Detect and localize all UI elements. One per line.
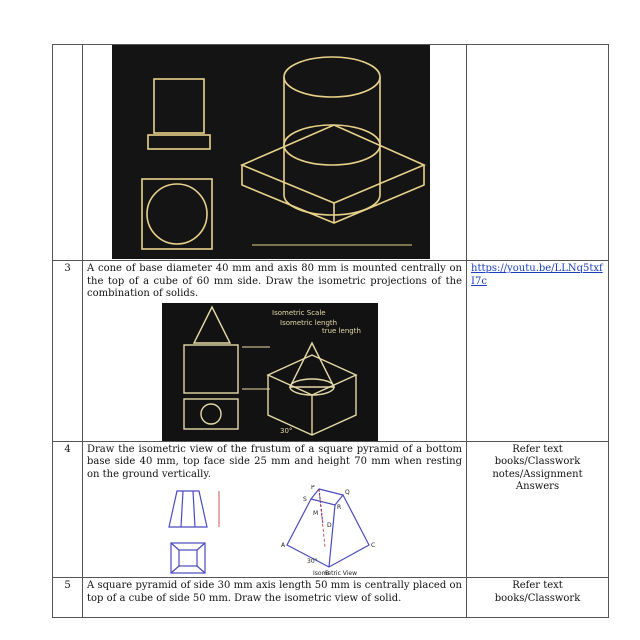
figure-label: C: [371, 542, 375, 549]
table-row: 5 A square pyramid of side 30 mm axis le…: [52, 577, 609, 618]
table-row: 4 Draw the isometric view of the frustum…: [52, 440, 609, 578]
blackboard-photo-cylinder-on-square-prism: [112, 45, 430, 259]
reference-cell: Refer text books/Classwork notes/Assignm…: [466, 440, 609, 578]
blackboard-photo-cone-on-cube: Isometric Scale Isometric length true le…: [162, 302, 378, 441]
figure-label: Isometric length: [280, 319, 337, 327]
figure-label: Q: [345, 489, 350, 496]
figure-label: S: [303, 496, 307, 503]
row-number: 3: [52, 260, 83, 442]
question-cell: Draw the isometric view of the frustum o…: [82, 440, 467, 578]
youtube-link[interactable]: https://youtu.be/LLNq5txfI7c: [471, 263, 603, 287]
question-cell: A square pyramid of side 30 mm axis leng…: [82, 577, 467, 618]
reference-cell: Refer text books/Classwork: [466, 577, 609, 618]
figure-label: M: [313, 510, 318, 517]
question-text: A cone of base diameter 40 mm and axis 8…: [87, 263, 462, 299]
table-row: 3 A cone of base diameter 40 mm and axis…: [52, 260, 609, 442]
figure-label: 30°: [307, 558, 318, 565]
figure-label: A: [281, 542, 286, 549]
figure-label: 30°: [280, 427, 292, 435]
figure-label: D: [327, 522, 332, 529]
row-number: [52, 44, 83, 261]
table-row: [52, 44, 609, 261]
figure-label: P: [311, 485, 315, 491]
question-cell: A cone of base diameter 40 mm and axis 8…: [82, 260, 467, 442]
question-text: A square pyramid of side 30 mm axis leng…: [87, 580, 462, 604]
row-number: 5: [52, 577, 83, 618]
reference-cell: https://youtu.be/LLNq5txfI7c: [466, 260, 609, 442]
row-number: 4: [52, 440, 83, 578]
figure-label: B: [325, 570, 329, 577]
figure-label: R: [337, 504, 341, 511]
figure-label: Isometric Scale: [272, 309, 326, 317]
assignment-table: 3 A cone of base diameter 40 mm and axis…: [52, 44, 609, 618]
frustum-orthographic-and-isometric-drawing: P Q R S M D A B C 30° Isometric View: [168, 485, 375, 577]
figure-caption: Isometric View: [313, 570, 357, 577]
figure-label: true length: [322, 327, 361, 335]
question-cell: [82, 44, 467, 261]
reference-cell: [466, 44, 609, 261]
question-text: Draw the isometric view of the frustum o…: [87, 443, 462, 480]
